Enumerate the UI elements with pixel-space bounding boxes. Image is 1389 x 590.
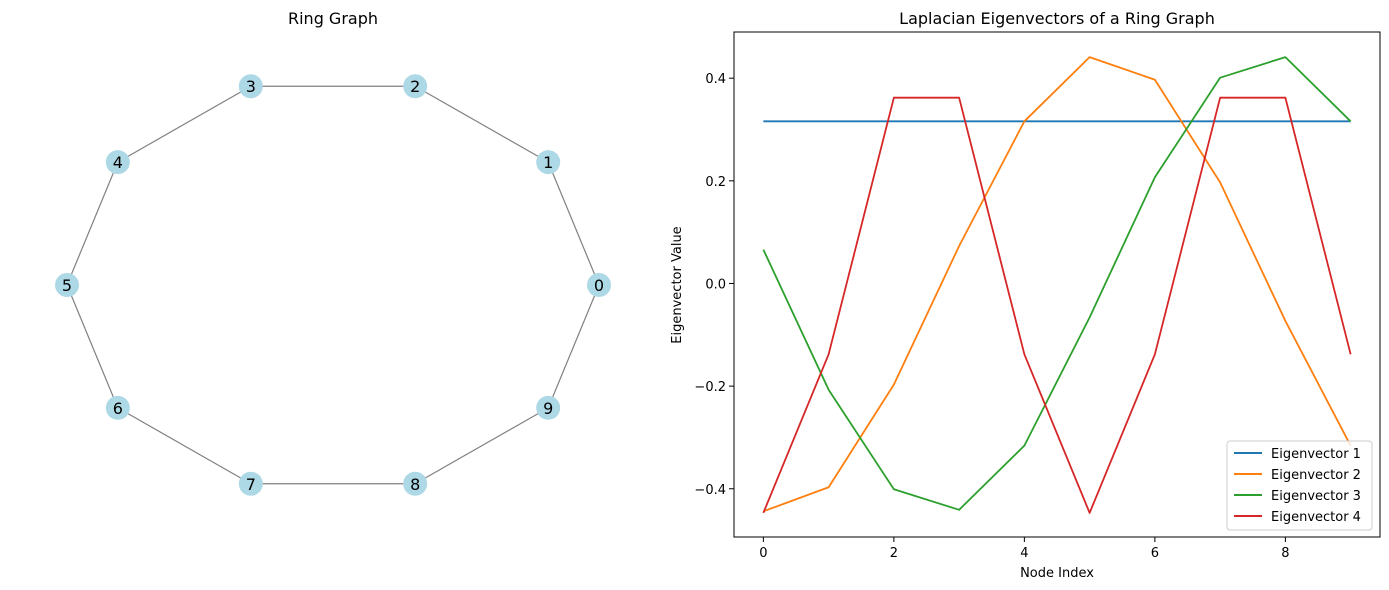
x-tick-label: 8 xyxy=(1281,546,1289,561)
graph-node-label-9: 9 xyxy=(543,399,553,418)
y-axis-ticks: −0.4 −0.2 0.0 0.2 0.4 xyxy=(694,72,734,498)
ring-graph-title: Ring Graph xyxy=(288,9,378,28)
graph-node-label-1: 1 xyxy=(543,153,553,172)
x-tick-label: 4 xyxy=(1020,546,1028,561)
y-tick-label: −0.4 xyxy=(694,483,726,498)
x-axis-ticks: 0 2 4 6 8 xyxy=(759,537,1290,561)
graph-node-label-2: 2 xyxy=(410,77,420,96)
plot-frame xyxy=(733,31,1381,538)
graph-node-2 xyxy=(403,74,428,99)
graph-node-label-3: 3 xyxy=(246,77,256,96)
legend-box xyxy=(1226,440,1373,531)
y-tick-label: 0.0 xyxy=(705,277,726,292)
graph-node-label-5: 5 xyxy=(62,276,72,295)
x-tick-label: 6 xyxy=(1151,546,1159,561)
legend-label-eigenvector-4: Eigenvector 4 xyxy=(1271,510,1361,525)
graph-edge-4-5 xyxy=(66,161,119,286)
x-tick-label: 2 xyxy=(890,546,898,561)
graph-node-1 xyxy=(536,150,561,175)
series-line-eigenvector-2 xyxy=(763,56,1352,513)
y-tick-label: −0.2 xyxy=(694,380,726,395)
graph-node-9 xyxy=(536,395,561,420)
graph-edge-6-7 xyxy=(117,407,252,485)
graph-node-label-0: 0 xyxy=(594,276,604,295)
graph-edge-3-4 xyxy=(117,85,252,163)
eigenvector-chart-panel: Laplacian Eigenvectors of a Ring Graph 0… xyxy=(670,9,1381,581)
x-axis-label: Node Index xyxy=(1020,566,1094,581)
legend: Eigenvector 1 Eigenvector 2 Eigenvector 3 E… xyxy=(1226,440,1373,531)
legend-label-eigenvector-3: Eigenvector 3 xyxy=(1271,489,1361,504)
graph-node-label-7: 7 xyxy=(246,475,256,494)
graph-edge-9-0 xyxy=(547,284,600,409)
legend-label-eigenvector-1: Eigenvector 1 xyxy=(1271,447,1361,462)
graph-node-5 xyxy=(55,273,79,297)
graph-node-label-8: 8 xyxy=(410,475,420,494)
series-line-eigenvector-3 xyxy=(762,56,1352,511)
x-tick-label: 0 xyxy=(759,546,767,561)
graph-node-0 xyxy=(587,273,611,297)
graph-edge-0-1 xyxy=(547,161,600,286)
graph-edge-8-9 xyxy=(414,407,549,485)
ring-graph-nodes: 0 1 2 3 4 5 6 7 8 9 xyxy=(55,74,611,496)
legend-items: Eigenvector 1 Eigenvector 2 Eigenvector 3 E… xyxy=(1234,447,1361,525)
graph-node-label-6: 6 xyxy=(113,399,123,418)
series-line-eigenvector-4 xyxy=(762,96,1352,514)
graph-node-label-4: 4 xyxy=(113,153,123,172)
graph-node-8 xyxy=(403,471,428,496)
plot-lines xyxy=(762,56,1352,514)
graph-node-7 xyxy=(238,471,263,496)
ring-graph-edges xyxy=(66,85,600,485)
graph-edge-5-6 xyxy=(66,284,119,409)
graph-node-3 xyxy=(238,74,263,99)
graph-node-4 xyxy=(105,150,130,175)
ring-graph-panel: Ring Graph 0 1 2 3 4 5 6 7 8 9 xyxy=(55,9,611,496)
chart-title: Laplacian Eigenvectors of a Ring Graph xyxy=(899,9,1215,28)
graph-node-6 xyxy=(105,395,130,420)
legend-label-eigenvector-2: Eigenvector 2 xyxy=(1271,468,1361,483)
y-tick-label: 0.4 xyxy=(705,72,726,87)
y-axis-label: Eigenvector Value xyxy=(670,226,685,343)
graph-edge-1-2 xyxy=(414,85,549,163)
y-tick-label: 0.2 xyxy=(705,175,726,190)
